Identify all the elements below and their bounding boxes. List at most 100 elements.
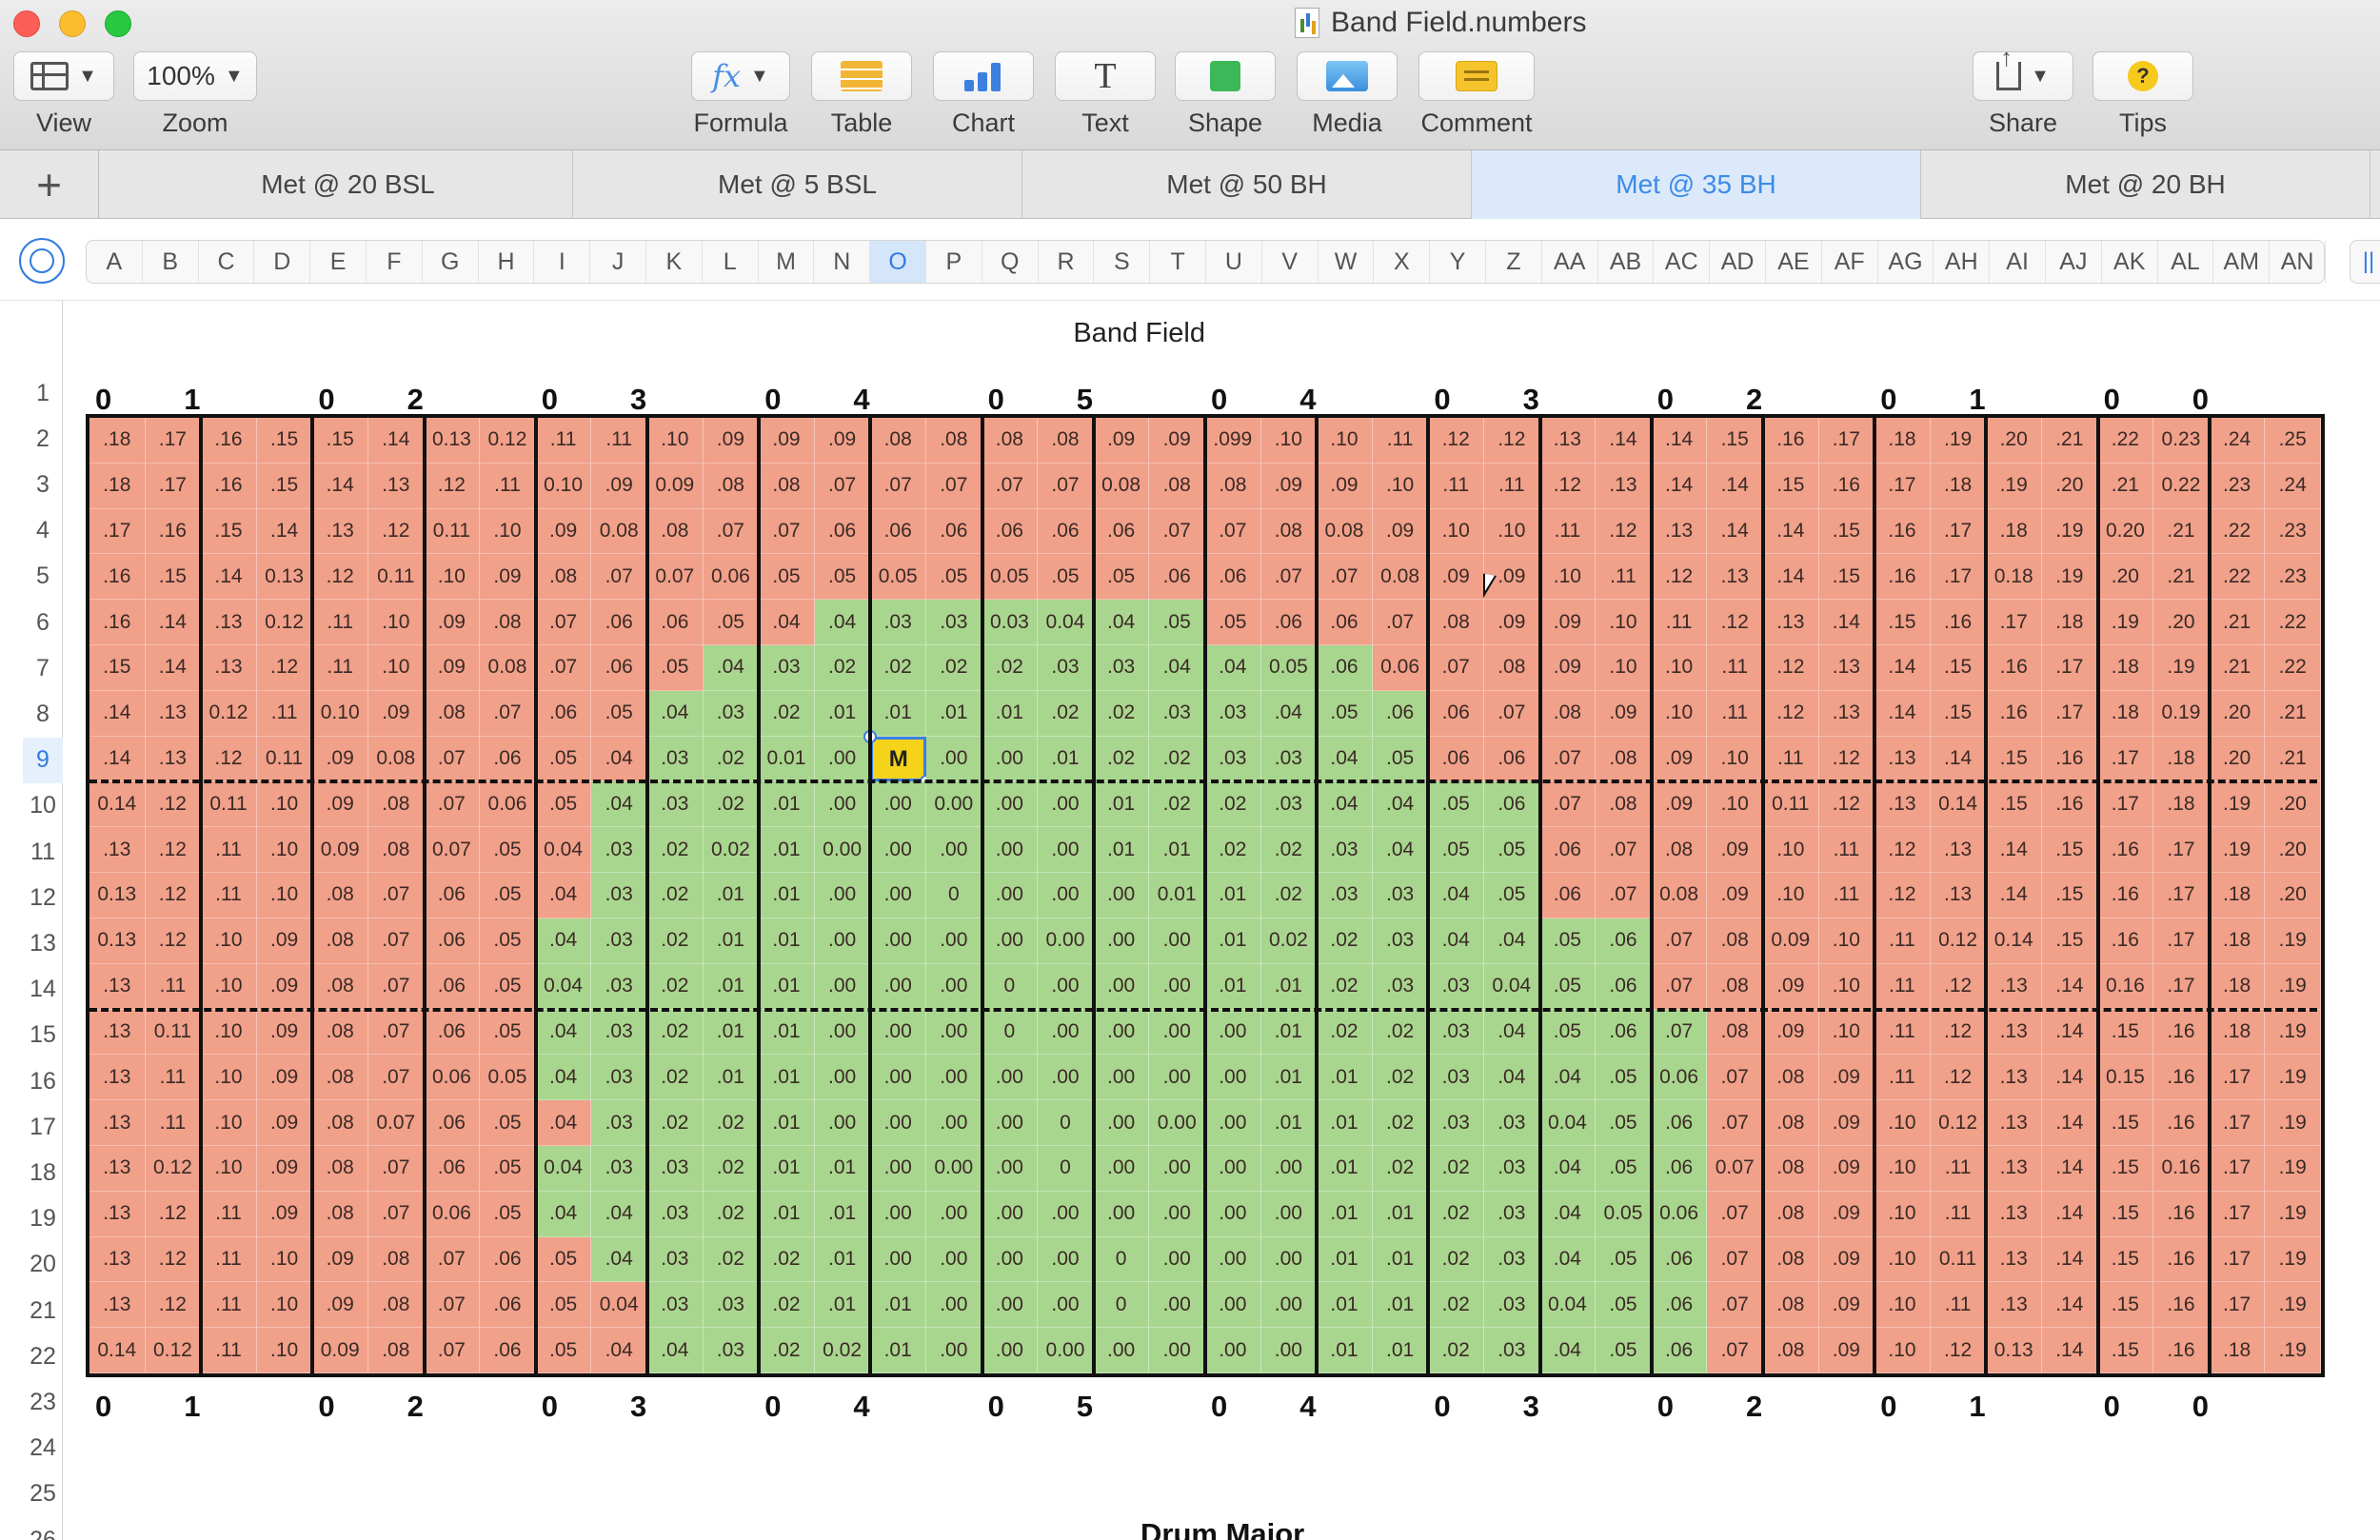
table-cell[interactable]: .13 (201, 645, 257, 691)
table-cell[interactable]: .07 (1317, 554, 1373, 601)
table-cell[interactable]: .13 (89, 827, 146, 874)
table-cell[interactable]: .00 (1038, 827, 1094, 874)
table-cell[interactable]: .04 (1484, 1009, 1540, 1056)
table-cell[interactable]: 0.00 (1149, 1100, 1205, 1146)
table-cell[interactable]: .02 (647, 873, 704, 918)
table-cell[interactable]: .07 (1596, 873, 1652, 918)
row-header-21[interactable]: 21 (30, 1296, 56, 1324)
table-cell[interactable]: .10 (201, 1100, 257, 1146)
table-cell[interactable]: .07 (1651, 1009, 1708, 1056)
table-cell[interactable]: .18 (2209, 918, 2266, 964)
column-header-ak[interactable]: AK (2102, 241, 2158, 283)
table-cell[interactable]: 0.09 (1763, 918, 1819, 964)
table-cell[interactable]: .08 (982, 418, 1039, 464)
table-cell[interactable]: .00 (926, 1328, 982, 1373)
row-header-16[interactable]: 16 (30, 1067, 56, 1095)
table-cell[interactable]: .10 (1763, 873, 1819, 918)
table-cell[interactable]: .16 (2042, 781, 2098, 828)
table-cell[interactable]: .01 (1038, 736, 1094, 782)
table-cell[interactable]: .05 (480, 1145, 536, 1192)
share-button[interactable]: ▼ (1973, 43, 2073, 101)
table-cell[interactable]: .17 (2097, 736, 2154, 782)
table-cell[interactable]: .18 (89, 463, 146, 509)
table-cell[interactable]: .09 (1372, 508, 1429, 555)
row-header-13[interactable]: 13 (30, 929, 56, 957)
table-cell[interactable]: .00 (814, 736, 871, 782)
table-cell[interactable]: .16 (2153, 1100, 2210, 1146)
table-cell[interactable]: .02 (703, 736, 760, 782)
table-cell[interactable]: 0.06 (424, 1191, 481, 1237)
table-cell[interactable]: .14 (2042, 1055, 2098, 1101)
table-cell[interactable]: 0.04 (535, 1145, 592, 1192)
table-cell[interactable]: .06 (1317, 645, 1373, 691)
table-cell[interactable]: .00 (926, 1282, 982, 1329)
table-cell[interactable]: .01 (1317, 1145, 1373, 1192)
table-cell[interactable]: .04 (814, 600, 871, 646)
table-cell[interactable]: .01 (1205, 918, 1261, 964)
table-cell[interactable]: .06 (1484, 736, 1540, 782)
table-cell[interactable]: 0.05 (870, 554, 926, 601)
table-cell[interactable]: .11 (1707, 645, 1763, 691)
table-cell[interactable]: .18 (2097, 690, 2154, 737)
table-cell[interactable]: .01 (1149, 827, 1205, 874)
table-cell[interactable]: .15 (2097, 1009, 2154, 1056)
table-cell[interactable]: .09 (1539, 600, 1597, 646)
table-cell[interactable]: .06 (535, 690, 592, 737)
table-cell[interactable]: .10 (1596, 600, 1652, 646)
table-cell[interactable]: .02 (1260, 827, 1318, 874)
row-header-19[interactable]: 19 (30, 1205, 56, 1233)
table-cell[interactable]: 0.13 (1986, 1328, 2042, 1373)
table-cell[interactable]: .00 (814, 963, 871, 1010)
table-cell[interactable]: .00 (1205, 1328, 1261, 1373)
table-cell[interactable]: .10 (1651, 690, 1708, 737)
chart-button[interactable] (933, 51, 1034, 101)
table-cell[interactable]: .14 (145, 600, 202, 646)
table-cell[interactable]: .00 (982, 736, 1039, 782)
table-cell[interactable]: .18 (89, 418, 146, 464)
table-cell[interactable]: .04 (591, 736, 647, 782)
column-header-b[interactable]: B (143, 241, 199, 283)
table-cell[interactable]: .10 (368, 600, 425, 646)
table-cell[interactable]: .11 (1818, 873, 1875, 918)
column-header-g[interactable]: G (423, 241, 479, 283)
table-cell[interactable]: .08 (368, 827, 425, 874)
table-cell[interactable]: .11 (201, 1328, 257, 1373)
table-cell[interactable]: .07 (424, 1282, 481, 1329)
table-cell[interactable]: 0 (982, 963, 1039, 1010)
table-cell[interactable]: .17 (2153, 873, 2210, 918)
table-cell[interactable]: .18 (1874, 418, 1931, 464)
table-cell[interactable]: .06 (424, 918, 481, 964)
table-cell[interactable]: .10 (368, 645, 425, 691)
table-cell[interactable]: .00 (982, 1145, 1039, 1192)
column-header-t[interactable]: T (1150, 241, 1206, 283)
table-cell[interactable]: .13 (89, 1055, 146, 1101)
table-cell[interactable]: .04 (1317, 736, 1373, 782)
table-cell[interactable]: 0.09 (312, 1328, 368, 1373)
table-cell[interactable]: .08 (1428, 600, 1484, 646)
table-cell[interactable]: .17 (2153, 827, 2210, 874)
table-cell[interactable]: .01 (1372, 1191, 1429, 1237)
column-header-a[interactable]: A (87, 241, 143, 283)
table-cell[interactable]: .10 (1818, 1009, 1875, 1056)
table-cell[interactable]: .19 (2265, 1009, 2321, 1056)
table-cell[interactable]: .05 (535, 1328, 592, 1373)
table-cell[interactable]: .04 (1539, 1328, 1597, 1373)
table-cell[interactable]: .06 (1317, 600, 1373, 646)
table-cell[interactable]: .02 (759, 690, 815, 737)
table-cell[interactable]: .04 (1539, 1191, 1597, 1237)
table-cell[interactable]: 0 (982, 1009, 1039, 1056)
table-cell[interactable]: .07 (1651, 963, 1708, 1010)
table-cell[interactable]: .10 (1874, 1282, 1931, 1329)
table-cell[interactable]: .09 (1818, 1055, 1875, 1101)
table-cell[interactable]: .02 (1260, 873, 1318, 918)
table-cell[interactable]: .14 (145, 645, 202, 691)
table-cell[interactable]: .01 (1260, 963, 1318, 1010)
table-cell[interactable]: .05 (1596, 1282, 1652, 1329)
row-header-15[interactable]: 15 (30, 1021, 56, 1049)
table-cell[interactable]: .08 (368, 1236, 425, 1283)
table-cell[interactable]: .01 (759, 1009, 815, 1056)
table-cell[interactable]: 0.02 (1260, 918, 1318, 964)
table-cell[interactable]: .05 (1038, 554, 1094, 601)
table-cell[interactable]: .00 (1205, 1100, 1261, 1146)
table-cell[interactable]: .15 (256, 418, 313, 464)
